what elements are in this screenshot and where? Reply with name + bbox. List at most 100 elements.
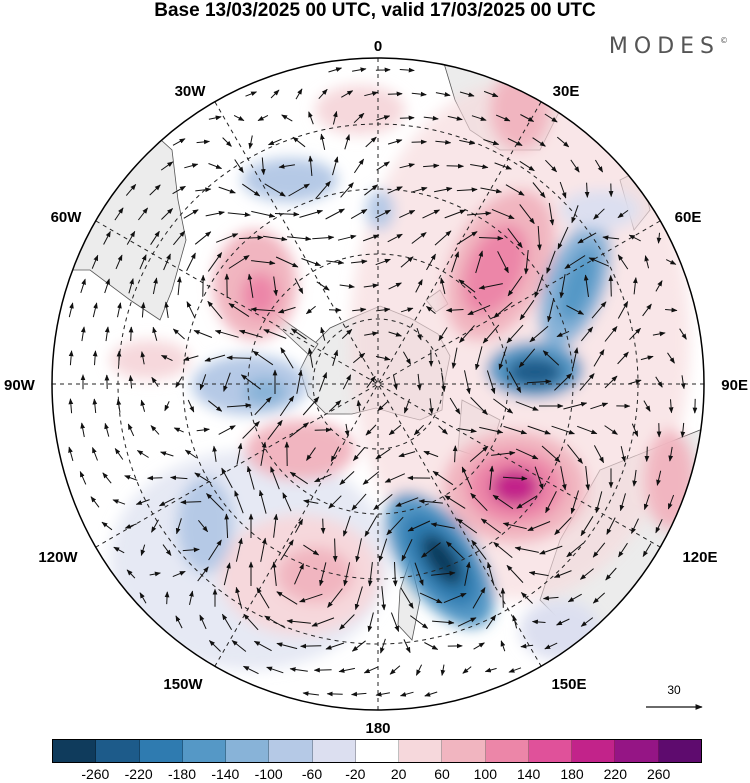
wind-vector bbox=[482, 324, 500, 344]
wind-vector bbox=[328, 67, 343, 73]
wind-vector bbox=[386, 516, 404, 536]
wind-vector bbox=[580, 617, 594, 627]
wind-vector bbox=[139, 254, 147, 270]
wind-vector bbox=[529, 325, 549, 343]
wind-vector bbox=[68, 350, 74, 366]
wind-vector bbox=[526, 379, 552, 385]
wind-vector bbox=[518, 348, 536, 368]
wind-vector bbox=[478, 283, 503, 290]
wind-vector bbox=[629, 327, 641, 341]
wind-vector bbox=[172, 570, 186, 578]
wind-vector bbox=[150, 425, 160, 435]
wind-vector bbox=[115, 254, 123, 270]
wind-vector bbox=[247, 273, 254, 298]
wind-vector bbox=[415, 664, 423, 676]
wind-vector bbox=[287, 236, 312, 242]
wind-vector bbox=[187, 399, 195, 413]
wind-vector bbox=[418, 499, 443, 504]
wind-vector bbox=[183, 209, 199, 219]
wind-vector bbox=[339, 471, 355, 486]
wind-vector bbox=[351, 640, 366, 652]
wind-vector bbox=[275, 256, 299, 268]
wind-vector bbox=[364, 91, 379, 97]
wind-vector bbox=[207, 300, 223, 320]
wind-vector bbox=[207, 252, 223, 272]
wind-vector bbox=[373, 494, 393, 510]
map-disc bbox=[52, 58, 704, 710]
wind-vector bbox=[583, 274, 589, 297]
wind-vector bbox=[80, 422, 86, 438]
lon-label-150w: 150W bbox=[163, 676, 203, 693]
wind-vector bbox=[523, 250, 529, 275]
wind-vector bbox=[234, 159, 244, 174]
wind-vector bbox=[158, 497, 175, 507]
wind-vector bbox=[421, 542, 441, 558]
wind-vector bbox=[665, 259, 677, 265]
wind-vector bbox=[303, 499, 319, 504]
wind-vector bbox=[632, 469, 638, 487]
wind-vector bbox=[175, 518, 182, 535]
wind-vector bbox=[605, 567, 617, 581]
wind-vector bbox=[320, 518, 326, 534]
wind-vector bbox=[546, 250, 556, 274]
wind-vector bbox=[328, 495, 342, 509]
wind-vector bbox=[352, 67, 367, 73]
wind-vector bbox=[92, 446, 98, 461]
wind-vector bbox=[332, 538, 338, 563]
wind-vector bbox=[280, 347, 294, 369]
wind-vector bbox=[457, 428, 477, 434]
wind-vector bbox=[387, 233, 403, 243]
wind-vector bbox=[486, 561, 495, 586]
wind-vector bbox=[577, 232, 597, 244]
wind-vector bbox=[204, 354, 226, 362]
wind-vector bbox=[559, 181, 567, 199]
wind-vector bbox=[505, 184, 525, 196]
colorbar-swatch bbox=[226, 740, 270, 762]
wind-vector bbox=[196, 139, 210, 145]
wind-vector bbox=[388, 331, 402, 337]
wind-vector bbox=[464, 561, 471, 586]
wind-vector bbox=[410, 186, 428, 193]
wind-vector bbox=[591, 301, 607, 319]
wind-vector bbox=[183, 355, 199, 361]
wind-vector bbox=[305, 305, 316, 315]
wind-vector bbox=[208, 640, 221, 652]
wind-vector bbox=[234, 490, 244, 514]
wind-vector bbox=[585, 466, 591, 491]
wind-vector bbox=[388, 424, 402, 436]
wind-vector bbox=[226, 403, 252, 408]
wind-vector bbox=[532, 137, 546, 147]
wind-vector bbox=[189, 590, 194, 606]
wind-vector bbox=[150, 230, 160, 245]
wind-vector bbox=[547, 298, 555, 323]
wind-vector bbox=[280, 539, 294, 561]
wind-vector bbox=[233, 114, 245, 122]
wind-vector bbox=[534, 466, 544, 490]
wind-vector bbox=[407, 520, 431, 532]
wind-vector bbox=[404, 398, 410, 414]
wind-vector bbox=[556, 136, 570, 148]
brand-name: MODES bbox=[608, 34, 720, 59]
wind-vector bbox=[139, 592, 147, 604]
wind-vector bbox=[140, 351, 146, 365]
wind-vector bbox=[539, 545, 563, 555]
wind-vector bbox=[387, 186, 403, 194]
wind-vector bbox=[216, 233, 239, 243]
wind-vector bbox=[227, 212, 251, 217]
wind-vector bbox=[617, 209, 629, 219]
wind-vector bbox=[593, 349, 605, 367]
wind-vector bbox=[292, 136, 306, 148]
colorbar-tick-label: -220 bbox=[124, 766, 153, 782]
wind-vector bbox=[128, 375, 134, 389]
wind-vector bbox=[208, 539, 222, 561]
wind-vector bbox=[199, 374, 207, 391]
wind-vector bbox=[296, 369, 303, 394]
wind-vector bbox=[620, 446, 626, 463]
colorbar-swatch bbox=[528, 740, 573, 762]
wind-vector bbox=[554, 373, 573, 391]
wind-vector bbox=[457, 617, 477, 627]
wind-vector bbox=[68, 302, 74, 318]
wind-vector bbox=[242, 665, 259, 675]
wind-vector bbox=[441, 372, 446, 392]
